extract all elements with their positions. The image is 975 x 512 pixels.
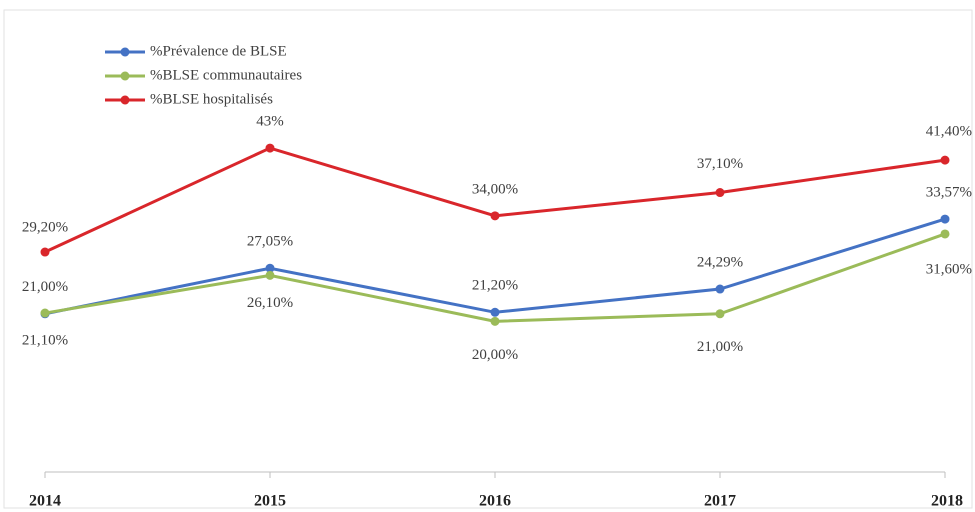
- data-point: [265, 263, 275, 273]
- data-point: [265, 143, 275, 153]
- data-label: 21,10%: [22, 332, 68, 348]
- x-tick-label: 2018: [931, 493, 963, 510]
- data-point: [40, 308, 50, 318]
- legend-marker: [120, 95, 130, 105]
- x-tick-label: 2015: [254, 493, 286, 510]
- data-label: 34,00%: [472, 181, 518, 197]
- data-point: [490, 211, 500, 221]
- data-label: 27,05%: [247, 234, 293, 250]
- series-line: [44, 146, 946, 254]
- data-label: 41,40%: [926, 124, 972, 140]
- legend-label: %BLSE communautaires: [150, 67, 302, 83]
- data-label: 21,00%: [22, 279, 68, 295]
- data-point: [715, 309, 725, 319]
- x-tick-label: 2014: [29, 493, 61, 510]
- data-point: [265, 270, 275, 280]
- data-point: [490, 307, 500, 317]
- data-point: [715, 188, 725, 198]
- data-point: [40, 247, 50, 257]
- data-label: 24,29%: [697, 254, 743, 270]
- data-label: 21,00%: [697, 339, 743, 355]
- data-label: 20,00%: [472, 347, 518, 363]
- data-point: [940, 229, 950, 239]
- data-label: 37,10%: [697, 156, 743, 172]
- plot-frame: [3, 9, 973, 509]
- data-label: 26,10%: [247, 295, 293, 311]
- data-point: [715, 284, 725, 294]
- data-label: 31,60%: [926, 261, 972, 277]
- legend-label: %Prévalence de BLSE: [150, 43, 287, 59]
- legend-marker: [120, 47, 130, 57]
- data-label: 43%: [256, 114, 284, 130]
- data-point: [490, 316, 500, 326]
- data-label: 21,20%: [472, 278, 518, 294]
- x-tick-label: 2017: [704, 493, 736, 510]
- data-label: 33,57%: [926, 185, 972, 201]
- data-point: [940, 214, 950, 224]
- x-tick-label: 2016: [479, 493, 511, 510]
- legend-label: %BLSE hospitalisés: [150, 91, 273, 107]
- legend-marker: [120, 71, 130, 81]
- data-point: [940, 155, 950, 165]
- series-line: [44, 217, 946, 316]
- data-label: 29,20%: [22, 219, 68, 235]
